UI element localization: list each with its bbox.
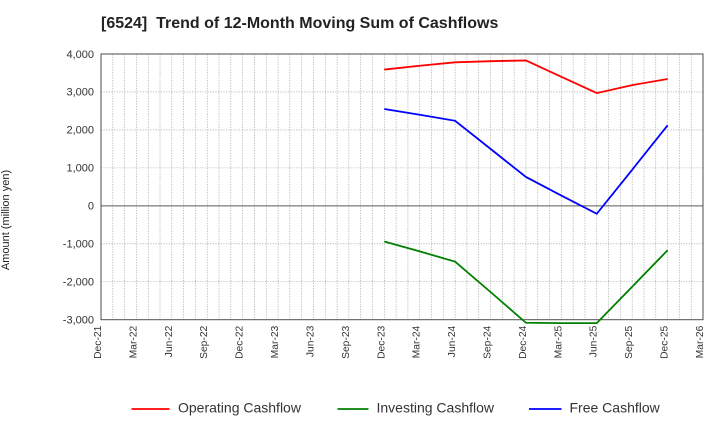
svg-text:-1,000: -1,000: [63, 239, 94, 251]
svg-text:Mar-26: Mar-26: [695, 325, 706, 358]
svg-text:Free Cashflow: Free Cashflow: [570, 400, 661, 416]
svg-text:-3,000: -3,000: [63, 315, 94, 327]
svg-text:0: 0: [88, 201, 94, 213]
svg-text:2,000: 2,000: [66, 125, 94, 137]
svg-text:Operating Cashflow: Operating Cashflow: [178, 400, 302, 416]
svg-text:Sep-25: Sep-25: [624, 325, 635, 358]
svg-text:3,000: 3,000: [66, 87, 94, 99]
svg-text:Sep-23: Sep-23: [341, 325, 352, 358]
svg-text:Mar-24: Mar-24: [412, 325, 423, 358]
svg-text:Jun-23: Jun-23: [305, 325, 316, 357]
svg-text:Jun-22: Jun-22: [164, 325, 175, 357]
svg-text:Dec-23: Dec-23: [376, 325, 387, 358]
svg-text:1,000: 1,000: [66, 163, 94, 175]
svg-text:Dec-21: Dec-21: [93, 325, 104, 358]
svg-text:Sep-24: Sep-24: [483, 325, 494, 358]
svg-text:-2,000: -2,000: [63, 277, 94, 289]
svg-text:Investing Cashflow: Investing Cashflow: [377, 400, 495, 416]
svg-text:Jun-24: Jun-24: [447, 325, 458, 357]
svg-text:Dec-22: Dec-22: [235, 325, 246, 358]
svg-text:4,000: 4,000: [66, 49, 94, 61]
svg-text:Mar-23: Mar-23: [270, 325, 281, 358]
svg-text:Dec-24: Dec-24: [518, 325, 529, 358]
svg-text:Mar-22: Mar-22: [128, 325, 139, 358]
svg-text:Dec-25: Dec-25: [660, 325, 671, 358]
svg-text:Jun-25: Jun-25: [589, 325, 600, 357]
svg-text:Mar-25: Mar-25: [553, 325, 564, 358]
svg-text:Sep-22: Sep-22: [199, 325, 210, 358]
